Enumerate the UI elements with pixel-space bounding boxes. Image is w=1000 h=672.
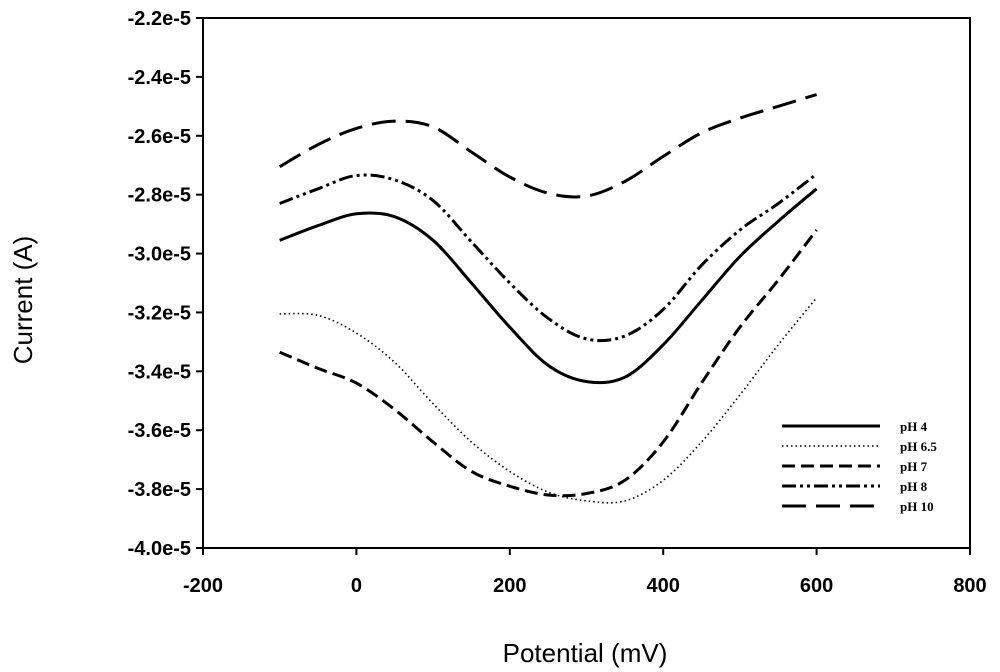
legend-label: pH 10 xyxy=(900,499,934,514)
y-tick-label: -3.2e-5 xyxy=(128,302,191,324)
x-axis: -200 0 200 400 600 800 xyxy=(183,548,987,597)
y-tick-label: -2.2e-5 xyxy=(128,8,191,30)
x-tick-label: 200 xyxy=(493,575,526,597)
x-tick-label: -200 xyxy=(183,575,223,597)
x-tick-label: 0 xyxy=(351,575,362,597)
y-tick-label: -2.4e-5 xyxy=(128,67,191,89)
legend-label: pH 6.5 xyxy=(900,439,937,454)
series-line-ph-10 xyxy=(278,93,818,199)
plot-border xyxy=(202,17,971,549)
y-tick-label: -2.8e-5 xyxy=(128,185,191,207)
plot-area xyxy=(202,17,971,549)
series-layer xyxy=(278,93,818,504)
x-tick-label: 600 xyxy=(800,575,833,597)
y-tick-label: -2.6e-5 xyxy=(128,126,191,148)
x-tick-label: 800 xyxy=(953,575,986,597)
x-axis-label: Potential (mV) xyxy=(503,638,668,668)
legend: pH 4 pH 6.5 pH 7 pH 8 pH 10 xyxy=(782,419,937,514)
y-tick-label: -3.0e-5 xyxy=(128,244,191,266)
legend-label: pH 4 xyxy=(900,419,928,434)
y-tick-label: -3.8e-5 xyxy=(128,479,191,501)
series-line-ph-8 xyxy=(279,172,818,343)
legend-label: pH 8 xyxy=(900,479,928,494)
y-tick-label: -4.0e-5 xyxy=(128,538,191,560)
y-axis: -2.2e-5 -2.4e-5 -2.6e-5 -2.8e-5 -3.0e-5 -3.2e… xyxy=(128,8,203,560)
series-line-ph-7 xyxy=(279,229,818,498)
y-tick-label: -3.6e-5 xyxy=(128,420,191,442)
series-line-ph-4 xyxy=(279,187,818,385)
y-axis-label: Current (A) xyxy=(8,236,38,365)
series-line-ph-6-5 xyxy=(279,297,818,504)
legend-label: pH 7 xyxy=(900,459,928,474)
y-tick-label: -3.4e-5 xyxy=(128,361,191,383)
x-tick-label: 400 xyxy=(647,575,680,597)
